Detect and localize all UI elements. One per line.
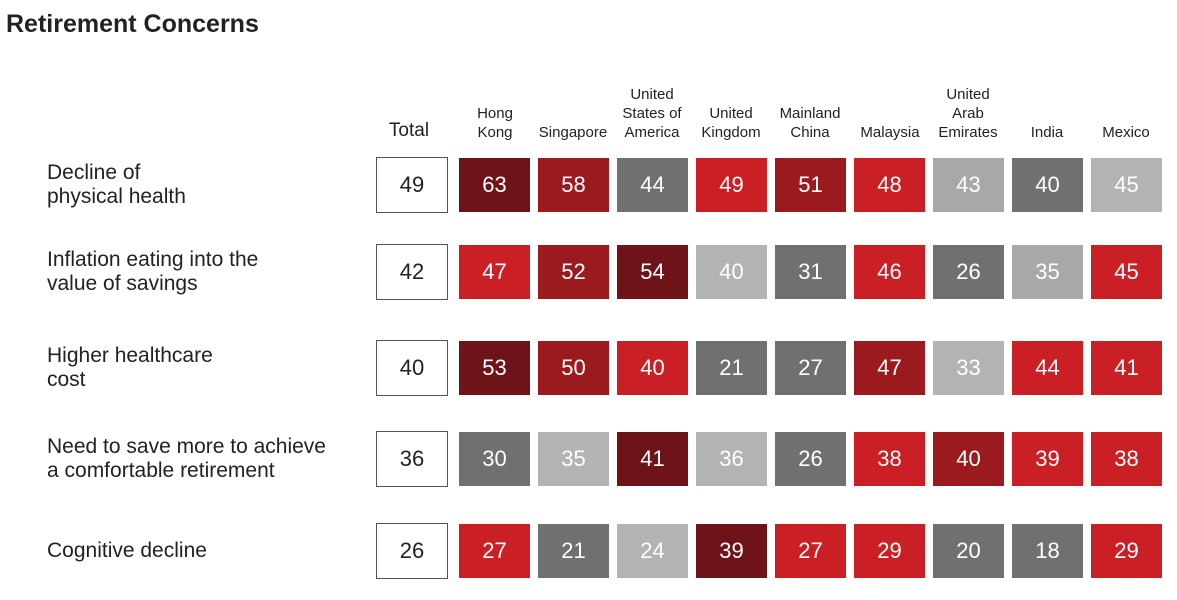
heatmap-cell: 46 (854, 245, 925, 299)
total-cell: 36 (376, 431, 448, 487)
heatmap-cell: 43 (933, 158, 1004, 212)
heatmap-cell: 20 (933, 524, 1004, 578)
heatmap-cell: 53 (459, 341, 530, 395)
column-header: United Kingdom (701, 105, 761, 141)
heatmap-cell: 27 (459, 524, 530, 578)
column-header: Total (388, 120, 430, 141)
heatmap-cell: 33 (933, 341, 1004, 395)
column-header: Mexico (1102, 124, 1150, 141)
heatmap-cell: 47 (459, 245, 530, 299)
total-cell: 49 (376, 157, 448, 213)
row-label: Need to save more to achieve a comfortabl… (47, 435, 326, 482)
heatmap-cell: 38 (1091, 432, 1162, 486)
heatmap-cell: 24 (617, 524, 688, 578)
heatmap-cell: 36 (696, 432, 767, 486)
heatmap-cell: 47 (854, 341, 925, 395)
heatmap-cell: 31 (775, 245, 846, 299)
row-label: Cognitive decline (47, 539, 207, 562)
heatmap-cell: 52 (538, 245, 609, 299)
heatmap-cell: 44 (617, 158, 688, 212)
heatmap-cell: 41 (1091, 341, 1162, 395)
heatmap-cell: 21 (696, 341, 767, 395)
heatmap-cell: 18 (1012, 524, 1083, 578)
heatmap-cell: 44 (1012, 341, 1083, 395)
heatmap-cell: 26 (933, 245, 1004, 299)
heatmap-cell: 41 (617, 432, 688, 486)
heatmap-cell: 40 (696, 245, 767, 299)
heatmap-cell: 63 (459, 158, 530, 212)
heatmap-cell: 38 (854, 432, 925, 486)
heatmap-cell: 39 (1012, 432, 1083, 486)
heatmap-cell: 29 (854, 524, 925, 578)
column-header: Singapore (538, 124, 608, 141)
heatmap-cell: 30 (459, 432, 530, 486)
row-label: Decline of physical health (47, 161, 186, 208)
heatmap-cell: 40 (1012, 158, 1083, 212)
heatmap-cell: 45 (1091, 158, 1162, 212)
heatmap-cell: 48 (854, 158, 925, 212)
column-header: India (1030, 124, 1064, 141)
heatmap-cell: 54 (617, 245, 688, 299)
heatmap-cell: 27 (775, 341, 846, 395)
column-header: United States of America (622, 86, 682, 141)
heatmap-cell: 50 (538, 341, 609, 395)
total-cell: 40 (376, 340, 448, 396)
row-label: Inflation eating into the value of saving… (47, 248, 259, 295)
heatmap-cell: 51 (775, 158, 846, 212)
heatmap-cell: 45 (1091, 245, 1162, 299)
heatmap-cell: 49 (696, 158, 767, 212)
heatmap-cell: 35 (1012, 245, 1083, 299)
heatmap-cell: 39 (696, 524, 767, 578)
heatmap-cell: 26 (775, 432, 846, 486)
heatmap-cell: 29 (1091, 524, 1162, 578)
total-cell: 26 (376, 523, 448, 579)
total-cell: 42 (376, 244, 448, 300)
heatmap-cell: 27 (775, 524, 846, 578)
heatmap-cell: 40 (617, 341, 688, 395)
heatmap-cell: 21 (538, 524, 609, 578)
row-label: Higher healthcare cost (47, 344, 213, 391)
heatmap-cell: 58 (538, 158, 609, 212)
chart-title: Retirement Concerns (6, 10, 259, 38)
column-header: Hong Kong (477, 105, 513, 141)
heatmap-cell: 35 (538, 432, 609, 486)
heatmap-cell: 40 (933, 432, 1004, 486)
column-header: United Arab Emirates (938, 86, 998, 141)
column-header: Malaysia (860, 124, 920, 141)
column-header: Mainland China (779, 105, 841, 141)
